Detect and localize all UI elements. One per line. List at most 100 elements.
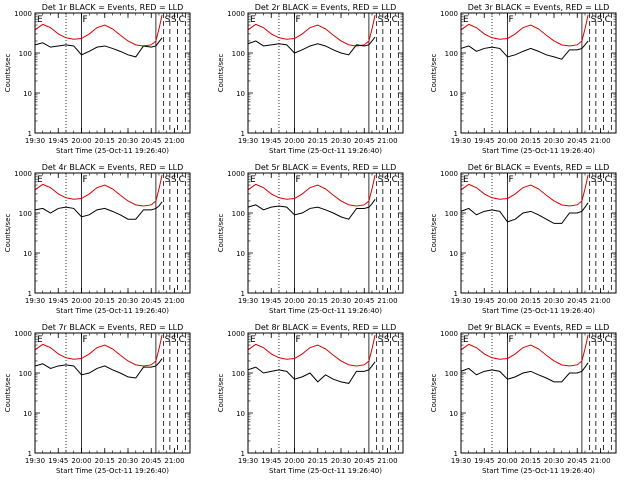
y-axis-label: Counts/sec [217,214,225,253]
x-tick-label: 20:15 [521,297,541,305]
x-tick-label: 20:00 [497,457,517,465]
events-series-line [34,37,163,58]
event-marker-label: F [83,335,88,345]
events-series-line [247,361,376,384]
corner-label: E [463,15,469,25]
y-tick-label: 1000 [227,330,245,338]
x-axis-label: Start Time (25-Oct-11 19:26:40) [482,307,595,315]
x-tick-label: 20:45 [567,137,587,145]
events-series-line [247,199,376,220]
panel-title: Det 7r BLACK = Events, RED = LLD [42,323,184,332]
x-tick-label: 20:00 [497,137,517,145]
plot-frame [247,172,404,294]
lld-series-line [34,174,163,207]
y-tick-label: 1000 [440,10,458,18]
y-tick-label: 1 [28,450,32,458]
event-marker-label: S [591,15,597,25]
detector-panel: Det 7r BLACK = Events, RED = LLD Counts/s… [4,323,191,475]
x-tick-label: 20:00 [284,297,304,305]
plot-frame [460,332,617,454]
y-tick-label: 10 [449,410,458,418]
y-tick-label: 100 [19,50,32,58]
x-axis-label: Start Time (25-Oct-11 19:26:40) [269,467,382,475]
plot-frame [34,172,191,294]
lld-series-line [34,14,163,47]
y-tick-label: 1000 [14,330,32,338]
x-tick-label: 20:15 [95,457,115,465]
x-tick-label: 20:30 [544,457,564,465]
x-axis-label: Start Time (25-Oct-11 19:26:40) [482,467,595,475]
y-tick-label: 100 [232,50,245,58]
event-marker-label: F [509,175,514,185]
x-tick-label: 19:30 [25,457,45,465]
lld-series-line [247,334,376,367]
x-tick-label: 21:00 [590,137,610,145]
lld-series-line [247,174,376,207]
corner-label: E [250,175,256,185]
detector-panel: Det 4r BLACK = Events, RED = LLD Counts/s… [4,163,191,315]
event-marker-label: F [509,15,514,25]
y-tick-label: 10 [449,250,458,258]
corner-label: E [37,15,43,25]
y-axis-label: Counts/sec [217,374,225,413]
event-marker-label: S [171,335,177,345]
detector-panel: Det 5r BLACK = Events, RED = LLD Counts/s… [217,163,404,315]
event-marker-label: F [296,15,301,25]
detector-panel: Det 8r BLACK = Events, RED = LLD Counts/s… [217,323,404,475]
y-axis-label: Counts/sec [430,54,438,93]
x-tick-label: 20:45 [354,297,374,305]
lld-series-line [460,334,589,367]
x-tick-label: 20:15 [95,297,115,305]
panel-title: Det 1r BLACK = Events, RED = LLD [42,3,184,12]
x-tick-label: 20:15 [308,457,328,465]
x-tick-label: 21:00 [377,297,397,305]
y-tick-label: 100 [445,370,458,378]
event-marker-label: F [83,15,88,25]
x-tick-label: 21:00 [164,297,184,305]
x-tick-label: 20:15 [308,297,328,305]
y-tick-label: 1 [241,290,245,298]
detector-panel: Det 1r BLACK = Events, RED = LLD Counts/s… [4,3,191,155]
event-marker-label: C [392,15,398,25]
y-tick-label: 10 [236,90,245,98]
event-marker-label: C [605,335,611,345]
plot-frame [247,12,404,134]
event-marker-label: S [171,175,177,185]
x-tick-label: 21:00 [377,457,397,465]
y-tick-label: 1 [454,130,458,138]
x-tick-label: 20:30 [331,457,351,465]
plot-frame [460,172,617,294]
x-tick-label: 20:00 [71,297,91,305]
x-tick-label: 20:45 [354,137,374,145]
event-marker-label: C [179,335,185,345]
x-tick-label: 21:00 [590,457,610,465]
corner-label: E [250,335,256,345]
y-tick-label: 1000 [440,330,458,338]
y-axis-label: Counts/sec [430,374,438,413]
x-tick-label: 20:45 [567,297,587,305]
x-tick-label: 19:45 [48,297,68,305]
event-marker-label: F [296,335,301,345]
x-tick-label: 19:45 [48,137,68,145]
corner-label: E [463,335,469,345]
plot-frame [34,12,191,134]
x-tick-label: 20:30 [544,297,564,305]
x-axis-label: Start Time (25-Oct-11 19:26:40) [482,147,595,155]
detector-panel: Det 9r BLACK = Events, RED = LLD Counts/s… [430,323,617,475]
y-tick-label: 1 [241,450,245,458]
panel-title: Det 6r BLACK = Events, RED = LLD [468,163,610,172]
lld-series-line [247,14,376,47]
event-marker-label: S [597,15,603,25]
panel-title: Det 3r BLACK = Events, RED = LLD [468,3,610,12]
panel-title: Det 4r BLACK = Events, RED = LLD [42,163,184,172]
x-axis-label: Start Time (25-Oct-11 19:26:40) [269,307,382,315]
plot-frame [247,332,404,454]
x-tick-label: 19:45 [474,297,494,305]
x-tick-label: 20:30 [118,297,138,305]
x-tick-label: 20:00 [284,457,304,465]
x-tick-label: 20:30 [331,137,351,145]
y-axis-label: Counts/sec [217,54,225,93]
x-tick-label: 19:45 [474,457,494,465]
x-tick-label: 20:00 [497,297,517,305]
panel-title: Det 9r BLACK = Events, RED = LLD [468,323,610,332]
